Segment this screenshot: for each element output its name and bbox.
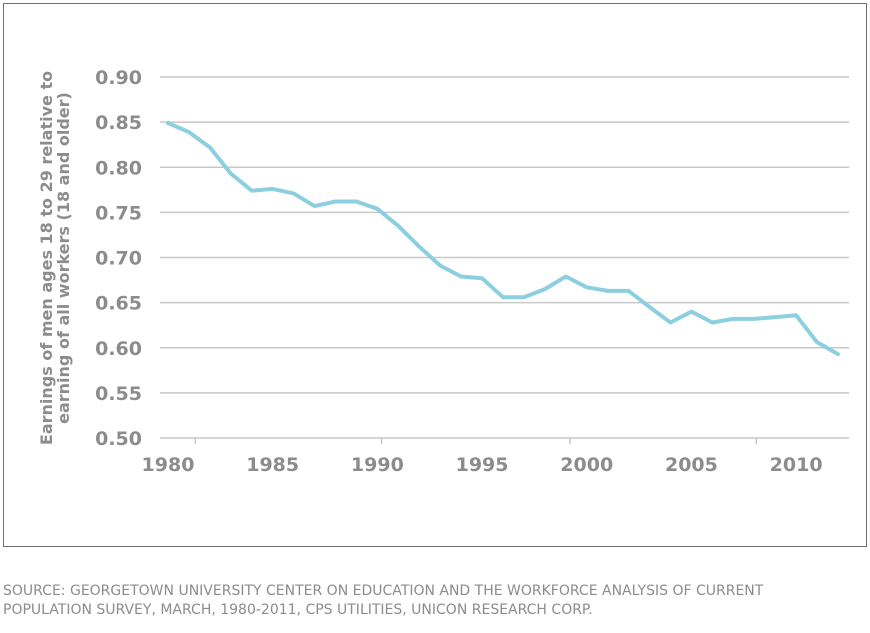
data-point [501,296,505,299]
y-axis-title: Earnings of men ages 18 to 29 relative t… [37,71,73,445]
x-tick-label: 2010 [770,454,823,476]
data-point [250,189,253,192]
y-tick-label: 0.75 [95,202,142,224]
data-point [438,264,442,267]
data-point [690,310,693,313]
data-point [669,321,672,324]
data-point [313,204,316,208]
earnings-ratio-line [166,121,840,357]
y-tick-label: 0.85 [95,112,142,134]
x-tick-label: 2005 [665,454,718,476]
y-tick-label: 0.90 [95,67,142,89]
data-point [794,314,798,317]
data-point [836,352,840,356]
data-point [585,286,588,289]
data-point [292,192,295,195]
data-point [627,289,630,293]
data-point [480,277,484,280]
data-point [418,245,421,248]
data-point [564,275,568,278]
data-point [376,207,379,210]
data-point [773,315,777,319]
chart-frame [3,3,867,547]
x-tick-label: 1995 [456,454,509,476]
data-point [208,146,212,149]
data-point [711,321,714,324]
data-point [271,187,274,191]
data-point [459,275,463,278]
data-point [543,287,547,291]
data-point [229,172,233,175]
y-axis-title-line-2: earning of all workers (18 and older) [54,92,73,424]
x-tick-label: 1980 [142,454,195,476]
source-line-1: SOURCE: GEORGETOWN UNIVERSITY CENTER ON … [3,583,764,599]
data-point [334,200,337,203]
y-tick-label: 0.65 [95,293,142,315]
y-tick-label: 0.55 [95,383,142,405]
series [166,121,840,357]
gridlines [160,76,849,439]
y-tick-label: 0.80 [95,157,142,179]
data-point [397,224,400,228]
x-tick-marks [194,438,758,444]
data-point [815,341,819,344]
data-point [166,121,170,125]
data-point [355,200,358,203]
y-axis-title-line-1: Earnings of men ages 18 to 29 relative t… [37,71,56,445]
x-tick-labels: 1980 1985 1990 1995 2000 2005 2010 [142,454,823,476]
data-point [606,289,609,293]
y-tick-labels: 0.50 0.55 0.60 0.65 0.70 0.75 0.80 0.85 0.90 [95,67,142,450]
data-point [648,305,651,309]
data-point [187,130,191,134]
x-tick-label: 1990 [351,454,404,476]
source-note: SOURCE: GEORGETOWN UNIVERSITY CENTER ON … [3,582,867,620]
data-point [522,296,526,299]
x-tick-label: 1985 [246,454,299,476]
data-point [753,317,756,321]
source-line-2: POPULATION SURVEY, MARCH, 1980-2011, CPS… [3,602,593,618]
y-tick-label: 0.60 [95,338,142,360]
x-tick-label: 2000 [560,454,613,476]
y-tick-label: 0.70 [95,248,142,270]
data-point [732,317,735,321]
y-tick-label: 0.50 [95,428,142,450]
